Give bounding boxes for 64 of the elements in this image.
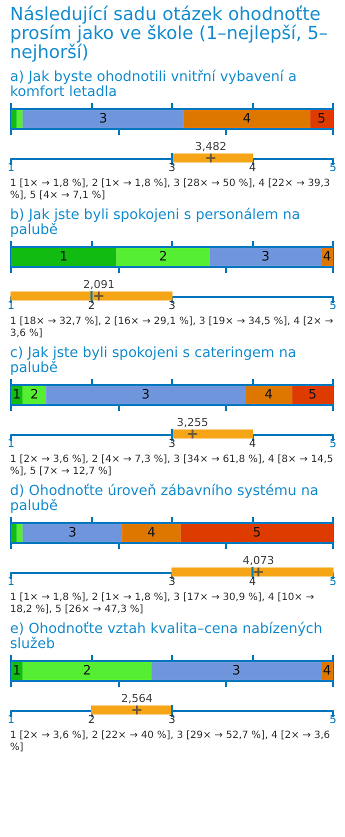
text: 1 [1× → 1,8 %], 2 [1× → 1,8 %], 3 [17× → 30,9 %], 4 [10× → 18,2 %], 5 [26× → 47,3 %] xyxy=(9,591,316,616)
chart-title: b) Jak jste byli spokojeni s personálem na palubě xyxy=(9,206,302,238)
series-label: 5 xyxy=(308,388,317,402)
series-label: 3 xyxy=(98,112,108,126)
chart-title: c) Jak jste byli spokojeni s cateringem na palubě xyxy=(9,344,298,376)
series-label: 2 xyxy=(159,250,168,264)
bar xyxy=(16,110,23,128)
text: 2,564 xyxy=(121,692,153,705)
text: 3,482 xyxy=(195,140,227,153)
x-tick-label: 2 xyxy=(88,299,95,312)
x-tick-label: 3 xyxy=(168,299,176,312)
x-tick-label: 3 xyxy=(168,713,176,726)
bar xyxy=(292,386,333,404)
bar xyxy=(310,110,333,128)
x-tick-label: 4 xyxy=(249,161,256,174)
series-label: 4 xyxy=(264,388,273,402)
text: 1 [18× → 32,7 %], 2 [16× → 29,1 %], 3 [19× → 34,5 %], 4 [2× → 3,6 %] xyxy=(9,315,334,340)
x-tick-label: 3 xyxy=(168,575,176,588)
chart-title: a) Jak byste ohodnotili vnitřní vybavení a komfort letadla xyxy=(9,68,298,100)
bar xyxy=(22,110,184,128)
bar xyxy=(46,386,246,404)
series-label: 2 xyxy=(82,664,92,678)
text: 2,091 xyxy=(83,278,115,291)
text: 1 [1× → 1,8 %], 2 [1× → 1,8 %], 3 [28× → 50 %], 4 [22× → 39,3 %], 5 [4× → 7,1 %] xyxy=(9,177,332,202)
series-label: 1 xyxy=(12,664,21,678)
x-tick-label: 3 xyxy=(168,161,176,174)
series-label: 1 xyxy=(60,250,68,264)
bar xyxy=(22,662,152,680)
chart-title: d) Ohodnoťte úroveň zábavního systému na palubě xyxy=(9,482,320,514)
bar xyxy=(11,524,17,542)
series-label: 4 xyxy=(322,250,332,264)
series-label: 1 xyxy=(12,388,21,402)
text: 3,255 xyxy=(176,416,208,429)
bar xyxy=(184,110,310,128)
bar xyxy=(180,524,333,542)
series-label: 3 xyxy=(68,526,76,540)
bar xyxy=(11,110,17,128)
series-label: 5 xyxy=(252,526,261,540)
bar xyxy=(116,248,210,266)
bar xyxy=(11,248,116,266)
series-label: 5 xyxy=(317,112,326,126)
series-label: 4 xyxy=(242,112,252,126)
bar xyxy=(245,386,292,404)
series-label: 2 xyxy=(30,388,38,402)
series-label: 4 xyxy=(147,526,156,540)
x-tick-label: 3 xyxy=(168,437,176,450)
bar xyxy=(210,248,322,266)
text: Následující sadu otázek ohodnoťte prosím jako ve škole (1–nejlepší, 5–nejhorší) xyxy=(9,3,329,64)
bar xyxy=(16,524,23,542)
x-tick-label: 4 xyxy=(249,575,256,588)
bar xyxy=(122,524,181,542)
text: 1 [2× → 3,6 %], 2 [4× → 7,3 %], 3 [34× → 61,8 %], 4 [8× → 14,5 %], 5 [7× → 12,7 %] xyxy=(9,453,334,478)
series-label: 3 xyxy=(141,388,150,402)
series-label: 3 xyxy=(232,664,240,678)
x-tick-label: 2 xyxy=(88,713,95,726)
series-label: 4 xyxy=(322,664,332,678)
x-tick-label: 4 xyxy=(249,437,256,450)
chart-title: e) Ohodnoťte vztah kvalita–cena nabízených služeb xyxy=(9,620,324,652)
text: 4,073 xyxy=(242,554,274,567)
bar xyxy=(22,524,122,542)
bar xyxy=(22,386,46,404)
bar xyxy=(151,662,322,680)
text: 1 [2× → 3,6 %], 2 [22× → 40 %], 3 [29× → 52,7 %], 4 [2× → 3,6 %] xyxy=(9,729,332,754)
series-label: 3 xyxy=(261,250,270,264)
